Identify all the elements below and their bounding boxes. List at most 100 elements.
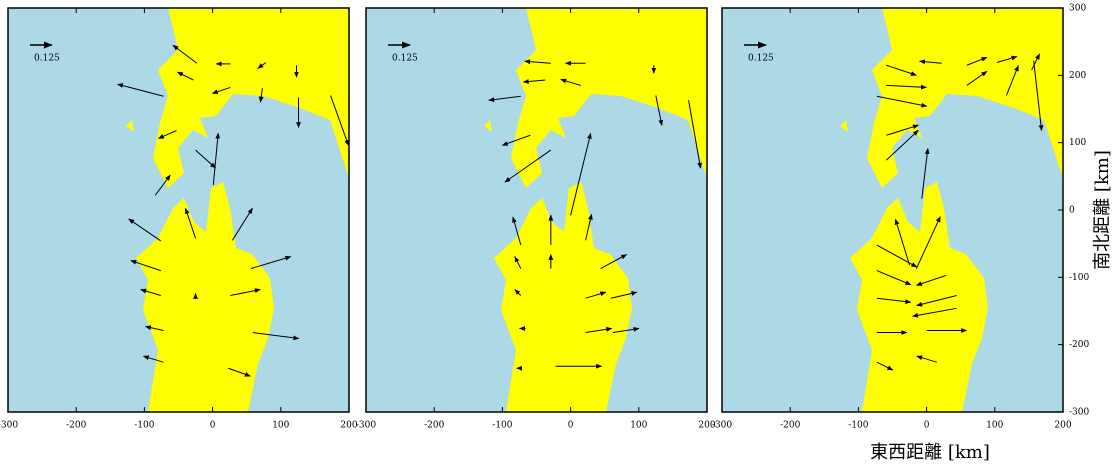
vector-arrow bbox=[231, 207, 253, 241]
vector-arrow bbox=[195, 149, 217, 169]
y-tick-label: -300 bbox=[1069, 408, 1089, 418]
panel: 0.125 -300 -200 -100 0 100 200 bbox=[0, 7, 358, 431]
vector-arrow bbox=[876, 95, 928, 108]
vector-arrow bbox=[886, 124, 919, 136]
vector-arrow bbox=[116, 83, 164, 97]
panel-frame bbox=[7, 7, 350, 413]
vector-arrow bbox=[154, 174, 171, 196]
vector-arrow bbox=[252, 332, 300, 341]
vector-arrow bbox=[585, 326, 613, 334]
x-tick-label: -100 bbox=[848, 421, 868, 431]
vector-arrow bbox=[212, 132, 221, 186]
vector-arrow bbox=[1033, 60, 1044, 132]
vector-arrow bbox=[130, 260, 161, 272]
x-axis-title: 東西距離 [km] bbox=[870, 442, 990, 463]
x-tick-label: -100 bbox=[492, 421, 512, 431]
vector-arrow bbox=[912, 307, 957, 318]
x-tick-label: -100 bbox=[134, 421, 154, 431]
y-tick-label: 100 bbox=[1069, 138, 1086, 148]
vector-arrow bbox=[514, 256, 522, 269]
x-tick-label: -200 bbox=[424, 421, 444, 431]
panel-frame bbox=[365, 7, 708, 413]
vector-arrow bbox=[966, 56, 988, 66]
vector-arrow bbox=[585, 213, 593, 241]
vector-arrow bbox=[501, 134, 531, 146]
x-tick-label: 100 bbox=[272, 421, 289, 431]
vector-arrow bbox=[144, 325, 164, 332]
x-tick-label: 0 bbox=[924, 421, 930, 431]
vector-arrow bbox=[330, 95, 350, 147]
vector-arrow bbox=[886, 64, 917, 76]
x-tick-label: -300 bbox=[0, 421, 18, 431]
panel: 0.125 -300 -200 -100 0 100 200 -300 -200 -100 0 100… bbox=[712, 4, 1090, 431]
vector-arrow bbox=[140, 288, 161, 296]
vector-arrow bbox=[142, 355, 164, 363]
vector-arrow bbox=[915, 216, 941, 269]
key-label: 0.125 bbox=[34, 54, 60, 64]
x-tick-label: 0 bbox=[568, 421, 574, 431]
vector-arrow bbox=[257, 62, 267, 69]
panel: 0.125 -300 -200 -100 0 100 200 bbox=[356, 7, 716, 431]
vector-arrow bbox=[610, 291, 638, 299]
vector-arrow bbox=[894, 218, 911, 266]
vector-arrow bbox=[172, 44, 198, 64]
vector-arrow bbox=[250, 255, 292, 270]
vector-arrow bbox=[876, 244, 918, 268]
x-tick-label: 200 bbox=[340, 421, 357, 431]
y-tick-label: -100 bbox=[1069, 273, 1089, 283]
vector-arrow bbox=[488, 95, 521, 102]
vector-arrow bbox=[228, 367, 251, 377]
x-tick-label: -300 bbox=[356, 421, 376, 431]
vector-arrow bbox=[919, 59, 942, 65]
vector-arrow bbox=[184, 207, 197, 239]
vector-arrow bbox=[570, 132, 592, 216]
vector-arrow bbox=[876, 297, 912, 304]
panel-frame bbox=[721, 7, 1064, 413]
vector-arrow bbox=[128, 218, 162, 242]
vector-arrow bbox=[876, 270, 912, 286]
y-tick-label: 300 bbox=[1069, 4, 1086, 14]
vector-arrow bbox=[258, 88, 264, 103]
vector-arrow bbox=[886, 129, 919, 161]
y-tick-label: 200 bbox=[1069, 71, 1086, 81]
key-label: 0.125 bbox=[392, 54, 418, 64]
y-tick-label: 0 bbox=[1069, 206, 1075, 216]
vector-arrow bbox=[876, 361, 894, 371]
vector-arrow bbox=[915, 274, 947, 286]
y-tick-label: -200 bbox=[1069, 340, 1089, 350]
vector-arrow bbox=[230, 288, 261, 297]
x-tick-label: 200 bbox=[698, 421, 715, 431]
vector-arrow bbox=[655, 95, 664, 127]
vector-arrow bbox=[600, 254, 628, 270]
y-axis-title: 南北距離 [km] bbox=[1092, 150, 1113, 270]
vector-arrow bbox=[512, 216, 522, 246]
x-tick-label: -200 bbox=[66, 421, 86, 431]
x-tick-label: -300 bbox=[712, 421, 732, 431]
vector-arrow bbox=[916, 355, 937, 363]
x-tick-label: 100 bbox=[986, 421, 1003, 431]
vector-arrow bbox=[921, 147, 930, 199]
x-tick-label: 200 bbox=[1054, 421, 1071, 431]
vector-arrow bbox=[157, 130, 177, 139]
vector-arrow bbox=[916, 295, 957, 307]
vector-arrow bbox=[211, 86, 231, 95]
vector-arrow bbox=[688, 100, 702, 169]
x-tick-label: -200 bbox=[780, 421, 800, 431]
vector-arrow bbox=[585, 291, 607, 299]
x-tick-label: 100 bbox=[630, 421, 647, 431]
vector-arrow bbox=[612, 326, 640, 334]
vector-arrow bbox=[1005, 65, 1019, 96]
vector-arrow bbox=[966, 70, 988, 86]
x-tick-label: 0 bbox=[210, 421, 216, 431]
vector-arrow bbox=[524, 59, 551, 65]
vector-arrow bbox=[996, 55, 1018, 64]
vector-arrow bbox=[176, 71, 194, 81]
vector-arrow bbox=[504, 149, 552, 183]
key-label: 0.125 bbox=[748, 54, 774, 64]
vector-arrow bbox=[886, 84, 927, 90]
vector-arrow bbox=[522, 79, 546, 84]
vector-arrow bbox=[514, 289, 522, 296]
vector-arrow bbox=[560, 78, 581, 86]
vector-arrow bbox=[1031, 53, 1040, 71]
